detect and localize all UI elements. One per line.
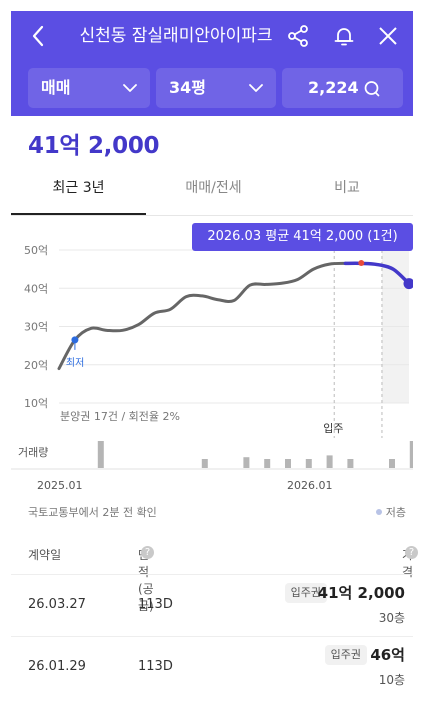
page-title: 신천동 잠실래미안아이파크 <box>79 26 273 46</box>
close-icon[interactable] <box>373 21 403 51</box>
volume-bar <box>347 459 354 468</box>
search-icon <box>364 81 380 97</box>
row-floor: 30층 <box>378 611 405 625</box>
chevron-down-icon <box>249 84 263 92</box>
volume-bar <box>201 459 208 468</box>
row-date: 26.03.27 <box>28 597 86 612</box>
peak-point <box>358 260 365 267</box>
source-text: 국토교통부에서 2분 전 확인 <box>28 506 157 519</box>
y-tick-label: 50억 <box>24 244 48 257</box>
row-price: 46억 <box>370 646 405 664</box>
volume-bar <box>305 459 312 468</box>
chart-tabs: 최근 3년 매매/전세 비교 <box>11 172 413 216</box>
listing-count-button[interactable]: 2,224 <box>282 68 403 108</box>
volume-bar <box>264 459 271 468</box>
series-line <box>57 261 347 371</box>
volume-label: 거래량 <box>18 446 48 459</box>
volume-bar <box>97 441 104 468</box>
x-tick-label: 2025.01 <box>37 479 83 492</box>
trade-type-dropdown[interactable]: 매매 <box>28 68 150 108</box>
area-dropdown[interactable]: 34평 <box>156 68 276 108</box>
table-row[interactable]: 26.03.27 113D 입주권 41억 2,000 30층 <box>11 574 413 636</box>
legend-label: 저층 <box>385 506 406 519</box>
share-icon[interactable] <box>283 21 313 51</box>
tab-recent-3y[interactable]: 최근 3년 <box>11 172 146 215</box>
area-label: 34평 <box>169 78 206 97</box>
y-tick-label: 10억 <box>24 397 48 410</box>
series-line <box>343 261 411 286</box>
chevron-down-icon <box>123 84 137 92</box>
row-floor: 10층 <box>378 673 405 687</box>
x-tick-label: 2026.01 <box>287 479 333 492</box>
row-area: 113D <box>138 659 173 674</box>
trade-type-label: 매매 <box>41 78 71 97</box>
volume-bar <box>243 457 250 468</box>
transactions-header: 계약일 면적(공급)? 가격? <box>28 546 418 613</box>
header-bar: 신천동 잠실래미안아이파크 매매 34평 2,224 <box>11 11 413 116</box>
bell-icon[interactable] <box>329 21 359 51</box>
current-price: 41억 2,000 <box>28 133 160 159</box>
back-icon[interactable] <box>23 21 53 51</box>
row-price: 41억 2,000 <box>317 584 405 602</box>
row-date: 26.01.29 <box>28 659 86 674</box>
low-label: 최저 <box>66 357 84 369</box>
row-badge: 입주권 <box>284 583 327 603</box>
y-tick-label: 20억 <box>24 359 48 372</box>
y-tick-label: 40억 <box>24 282 48 295</box>
volume-bar <box>285 459 291 468</box>
move-in-label: 입주 <box>323 422 343 435</box>
legend-dot <box>375 509 382 515</box>
volume-bar <box>326 455 333 468</box>
current-point <box>403 278 413 290</box>
chart-tooltip: 2026.03 평균 41억 2,000 (1건) <box>192 223 413 251</box>
volume-bar <box>389 459 395 468</box>
period-note: 분양권 17건 / 회전율 2% <box>60 410 180 423</box>
table-row[interactable]: 26.01.29 113D 입주권 46억 10층 <box>11 636 413 698</box>
help-icon[interactable]: ? <box>141 546 154 559</box>
tab-sale-lease[interactable]: 매매/전세 <box>185 180 242 196</box>
listing-count-label: 2,224 <box>308 78 359 97</box>
help-icon[interactable]: ? <box>405 546 418 559</box>
row-badge: 입주권 <box>324 645 367 665</box>
y-tick-label: 30억 <box>24 321 48 334</box>
col-date: 계약일 <box>28 548 62 562</box>
tab-compare[interactable]: 비교 <box>334 180 360 196</box>
low-point <box>71 336 79 344</box>
volume-bar <box>409 441 413 468</box>
row-area: 113D <box>138 597 173 612</box>
source-row: 국토교통부에서 2분 전 확인 저층 <box>28 504 406 524</box>
low-floor-legend: 저층 <box>375 504 406 520</box>
